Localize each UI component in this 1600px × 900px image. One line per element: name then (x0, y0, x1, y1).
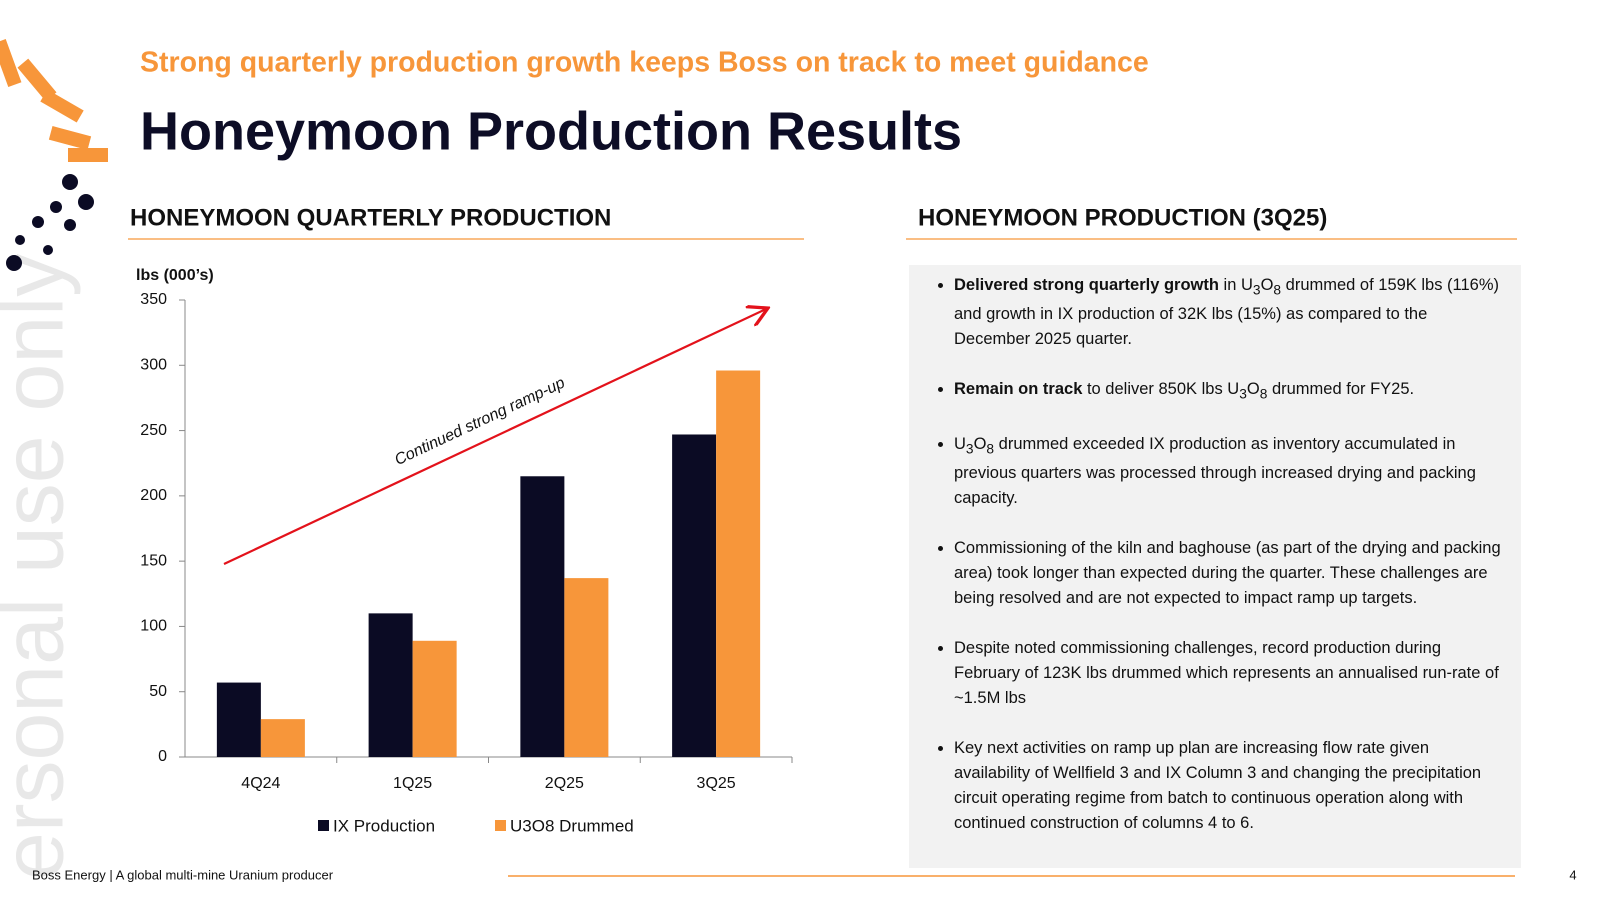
legend-label: IX Production (333, 816, 435, 835)
bar (564, 578, 609, 757)
legend-label: U3O8 Drummed (510, 816, 634, 835)
bullet: Despite noted commissioning challenges, … (954, 636, 1507, 711)
y-tick-label: 100 (140, 618, 167, 635)
y-tick-label: 50 (149, 683, 167, 700)
y-tick-label: 0 (158, 748, 167, 765)
bullet: Remain on track to deliver 850K lbs U3O8… (954, 377, 1507, 406)
bullet-text: Commissioning of the kiln and baghouse (… (954, 538, 1501, 607)
bar (216, 682, 261, 757)
y-tick-label: 250 (140, 422, 167, 439)
bullet-text: 8 (986, 440, 995, 456)
bullet-text: Despite noted commissioning challenges, … (954, 638, 1499, 707)
legend-swatch (495, 820, 506, 831)
bar (672, 434, 717, 757)
bullet: Delivered strong quarterly growth in U3O… (954, 273, 1507, 352)
y-tick-label: 350 (140, 291, 167, 308)
bar (520, 476, 565, 757)
bullet: Key next activities on ramp up plan are … (954, 736, 1507, 836)
bullet-text: O (973, 434, 987, 453)
logo (0, 38, 108, 271)
x-tick-label: 3Q25 (697, 775, 736, 792)
bullet-text: in U (1218, 276, 1253, 294)
x-tick-label: 2Q25 (545, 775, 584, 792)
chart-title: HONEYMOON QUARTERLY PRODUCTION (130, 204, 611, 231)
bullet-text: O (1246, 380, 1260, 399)
bullet-text: to deliver 850K lbs U (1082, 380, 1240, 399)
y-tick-label: 150 (140, 552, 167, 569)
bullet-text: O (1260, 276, 1274, 294)
panel-title: HONEYMOON PRODUCTION (3Q25) (918, 204, 1327, 231)
bar (716, 370, 761, 757)
bullet-list: Delivered strong quarterly growth in U3O… (919, 273, 1507, 836)
trend-arrow (223, 309, 766, 565)
bar (412, 640, 457, 757)
title: Honeymoon Production Results (140, 101, 962, 161)
bullet-text: Delivered strong quarterly growth (954, 276, 1219, 294)
watermark: ersonal use only (0, 254, 82, 880)
subtitle: Strong quarterly production growth keeps… (140, 47, 1149, 79)
bullet-text: U (954, 434, 966, 453)
bullet: U3O8 drummed exceeded IX production as i… (954, 432, 1507, 511)
bullet-text: Key next activities on ramp up plan are … (954, 738, 1482, 832)
y-tick-label: 200 (140, 487, 167, 504)
bullet: Commissioning of the kiln and baghouse (… (954, 536, 1507, 611)
x-tick-label: 4Q24 (241, 775, 280, 792)
bar (260, 719, 305, 757)
bullet-text: 8 (1273, 282, 1282, 298)
bullet-text: 3 (1252, 282, 1261, 298)
bullet-text: drummed exceeded IX production as invent… (954, 434, 1476, 507)
bullet-text: drummed of 159K lbs (116%) and growth in… (954, 276, 1500, 349)
footer-text: Boss Energy | A global multi-mine Uraniu… (32, 867, 334, 882)
bullet-text: 3 (1239, 386, 1247, 402)
legend-swatch (318, 820, 329, 831)
bar (368, 613, 413, 757)
x-tick-label: 1Q25 (393, 775, 432, 792)
page-number: 4 (1569, 867, 1576, 882)
bullet-text: 3 (965, 440, 974, 456)
y-axis-label: lbs (000’s) (136, 267, 214, 284)
bullet-text: drummed for FY25. (1267, 380, 1415, 399)
bullet-text: Remain on track (954, 380, 1083, 399)
annotation: Continued strong ramp-up (392, 374, 568, 469)
bullet-text: 8 (1259, 386, 1268, 402)
y-tick-label: 300 (140, 357, 167, 374)
bullet-panel: Delivered strong quarterly growth in U3O… (909, 265, 1521, 868)
